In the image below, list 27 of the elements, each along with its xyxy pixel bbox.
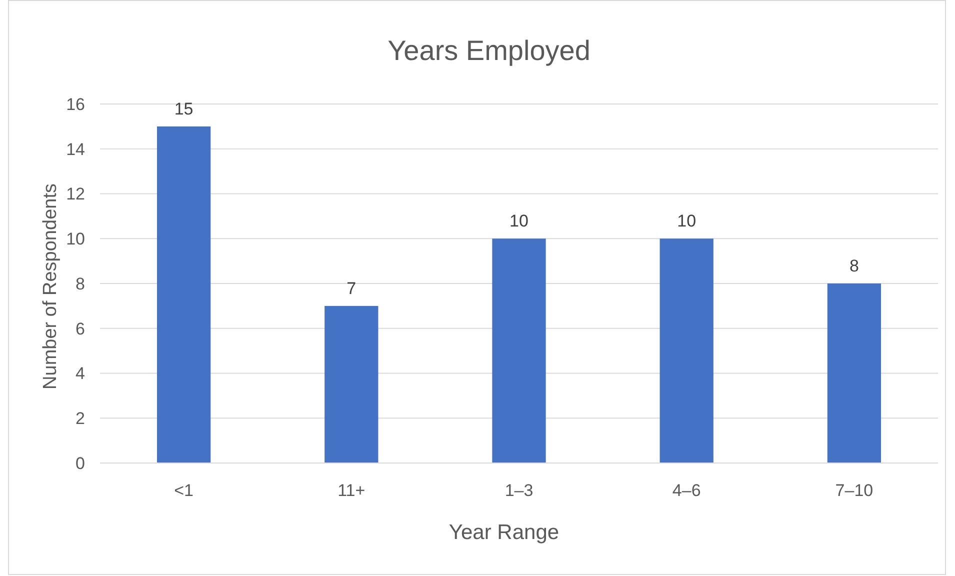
bar — [827, 284, 882, 463]
data-label: 15 — [174, 99, 194, 118]
x-tick-label: 1–3 — [504, 481, 534, 500]
y-tick-label: 2 — [76, 409, 85, 428]
data-label: 10 — [510, 212, 528, 231]
bar — [324, 306, 378, 463]
bar — [156, 126, 211, 463]
data-label: 7 — [346, 278, 356, 298]
data-label: 8 — [849, 256, 859, 276]
y-tick-label: 12 — [66, 184, 85, 204]
y-tick-label: 10 — [66, 230, 85, 249]
y-tick-label: 16 — [66, 94, 85, 114]
chart-title: Years Employed — [388, 35, 590, 66]
data-label: 10 — [677, 212, 696, 231]
x-tick-label: <1 — [174, 481, 194, 500]
y-tick-label: 0 — [76, 454, 85, 473]
y-tick-label: 6 — [76, 319, 85, 338]
bar — [492, 238, 546, 463]
x-tick-label: 7–10 — [835, 481, 874, 500]
x-tick-label: 11+ — [338, 481, 366, 500]
y-axis-title: Number of Respondents — [40, 184, 61, 390]
x-tick-label: 4–6 — [672, 481, 701, 500]
y-tick-label: 4 — [76, 364, 85, 384]
y-tick-label: 8 — [76, 274, 85, 294]
x-axis-title: Year Range — [448, 521, 560, 544]
bar — [660, 238, 714, 463]
y-tick-label: 14 — [66, 140, 85, 159]
